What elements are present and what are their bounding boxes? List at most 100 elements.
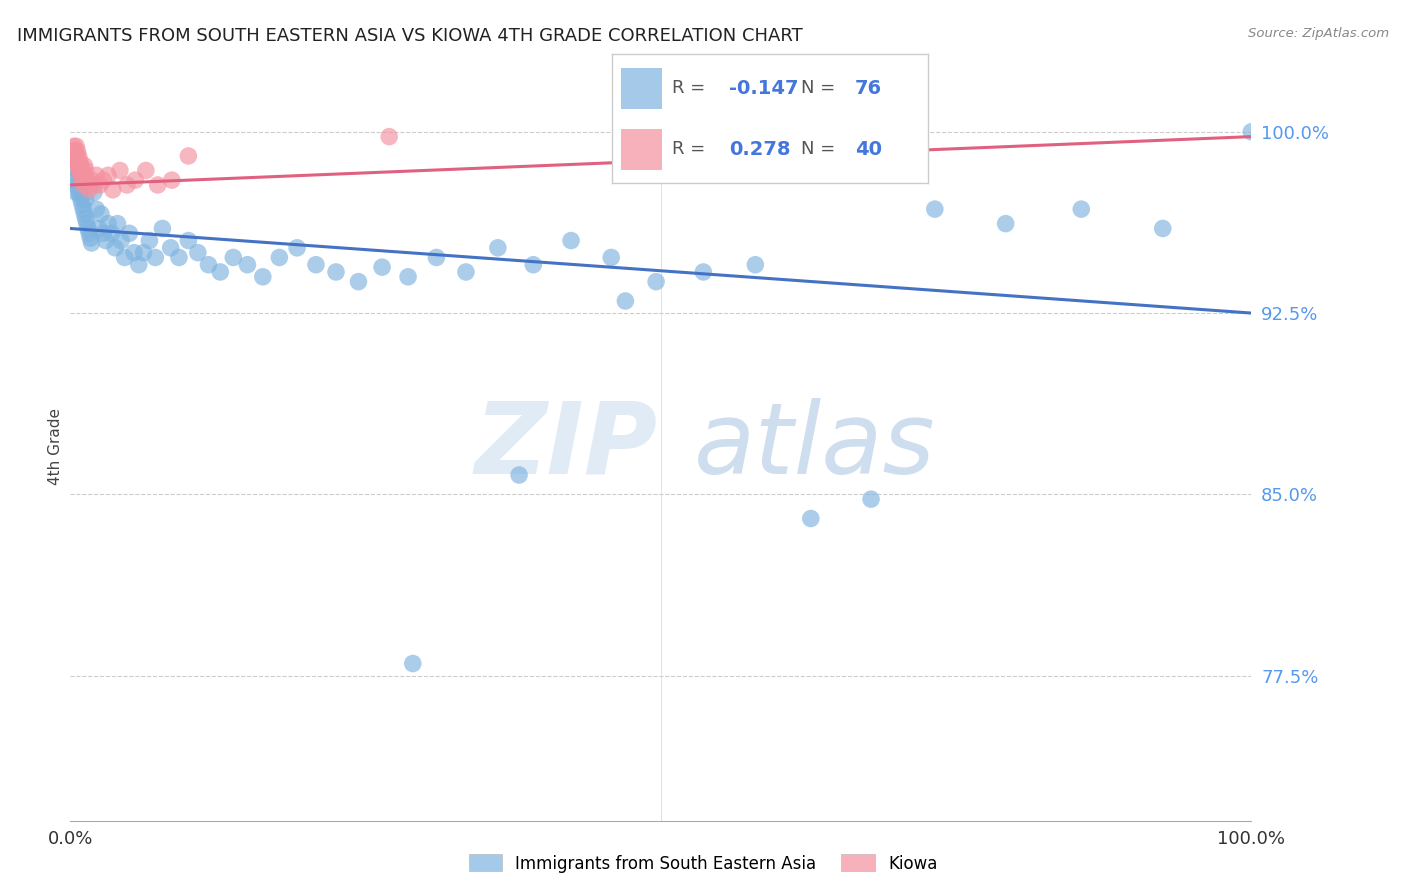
Point (77, 227, 100, 241)
Point (508, 468, 530, 483)
Point (560, 234, 582, 248)
Point (371, 260, 394, 274)
Point (77, 178, 100, 192)
Point (75, 163, 97, 178)
Point (108, 163, 131, 178)
Point (325, 265, 347, 279)
Point (167, 251, 190, 265)
Point (75, 193, 97, 207)
Point (62, 144, 84, 158)
Point (63, 139, 86, 153)
Point (132, 245, 155, 260)
Point (522, 258, 544, 272)
Text: IMMIGRANTS FROM SOUTH EASTERN ASIA VS KIOWA 4TH GRADE CORRELATION CHART: IMMIGRANTS FROM SOUTH EASTERN ASIA VS KI… (17, 27, 803, 45)
Point (72, 202, 94, 216)
Point (70, 159, 93, 173)
Point (160, 173, 183, 187)
Point (84, 169, 107, 183)
Point (63, 173, 86, 187)
Point (70, 163, 93, 178)
Point (63, 161, 86, 175)
Text: R =: R = (672, 79, 710, 97)
Point (614, 293, 637, 308)
Point (66, 153, 89, 168)
Point (860, 492, 883, 507)
Point (101, 183, 124, 197)
Point (252, 269, 274, 284)
Text: 40: 40 (855, 140, 882, 159)
Point (236, 258, 259, 272)
Point (114, 251, 136, 265)
Point (79, 231, 101, 245)
Point (70, 169, 93, 183)
Point (425, 251, 447, 265)
Text: 0.278: 0.278 (728, 140, 790, 159)
Point (89, 178, 111, 192)
Point (122, 245, 145, 260)
Text: R =: R = (672, 140, 717, 158)
Point (94, 234, 117, 248)
Point (138, 234, 160, 248)
Point (73, 169, 96, 183)
Point (197, 258, 219, 272)
FancyBboxPatch shape (621, 128, 662, 170)
Point (110, 234, 132, 248)
Point (69, 187, 91, 202)
Point (65, 159, 87, 173)
Point (93, 173, 115, 187)
Point (143, 251, 166, 265)
Text: 76: 76 (855, 78, 883, 98)
Point (744, 258, 766, 272)
Point (159, 241, 181, 255)
Point (65, 149, 87, 163)
Point (305, 258, 328, 272)
Point (115, 178, 138, 192)
Point (76, 217, 98, 231)
Point (100, 227, 122, 241)
Point (63, 149, 86, 163)
Point (187, 245, 209, 260)
Point (1070, 202, 1092, 216)
Point (347, 275, 370, 289)
Point (75, 211, 97, 226)
Point (83, 178, 105, 192)
Point (177, 149, 200, 163)
Point (69, 173, 91, 187)
Text: ZIP: ZIP (475, 398, 658, 494)
Point (70, 193, 93, 207)
Text: N =: N = (801, 79, 841, 97)
Point (600, 251, 623, 265)
Point (80, 173, 103, 187)
Point (1240, 125, 1263, 139)
Point (177, 234, 200, 248)
Point (72, 178, 94, 192)
Point (128, 258, 150, 272)
Point (645, 275, 668, 289)
Point (269, 251, 291, 265)
Point (87, 221, 110, 235)
Point (70, 173, 93, 187)
Point (63, 153, 86, 168)
Point (135, 163, 157, 178)
Point (97, 169, 120, 183)
Point (454, 265, 477, 279)
Point (402, 657, 425, 671)
Point (77, 183, 100, 197)
Point (97, 217, 120, 231)
Point (67, 159, 90, 173)
Point (77, 221, 100, 235)
Point (118, 227, 141, 241)
Point (69, 153, 91, 168)
Point (66, 153, 89, 168)
Text: N =: N = (801, 140, 841, 158)
Point (65, 149, 87, 163)
Point (67, 183, 90, 197)
Point (67, 149, 90, 163)
Point (73, 207, 96, 221)
Legend: Immigrants from South Eastern Asia, Kiowa: Immigrants from South Eastern Asia, Kiow… (463, 847, 943, 880)
FancyBboxPatch shape (621, 68, 662, 109)
Point (924, 202, 946, 216)
Point (692, 265, 714, 279)
Text: -0.147: -0.147 (728, 78, 799, 98)
Point (222, 251, 245, 265)
